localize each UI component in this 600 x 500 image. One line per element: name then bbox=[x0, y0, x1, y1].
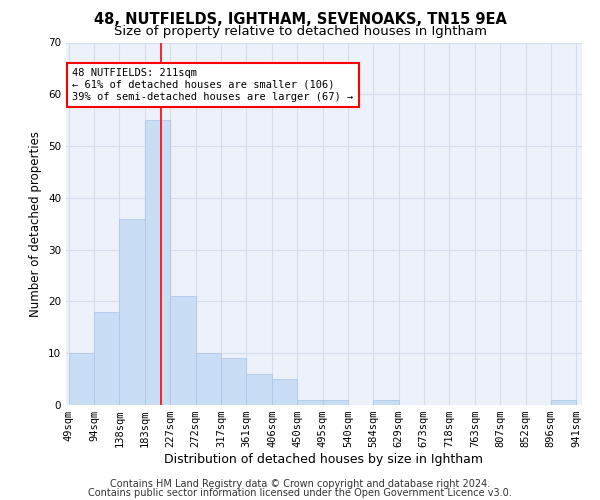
Bar bbox=[196, 353, 221, 405]
Bar bbox=[373, 400, 399, 405]
Bar bbox=[94, 312, 119, 405]
Text: Size of property relative to detached houses in Ightham: Size of property relative to detached ho… bbox=[113, 25, 487, 38]
Y-axis label: Number of detached properties: Number of detached properties bbox=[29, 130, 43, 317]
Bar bbox=[69, 353, 94, 405]
Text: 48 NUTFIELDS: 211sqm
← 61% of detached houses are smaller (106)
39% of semi-deta: 48 NUTFIELDS: 211sqm ← 61% of detached h… bbox=[72, 68, 353, 102]
Bar bbox=[297, 400, 323, 405]
Text: Contains HM Land Registry data © Crown copyright and database right 2024.: Contains HM Land Registry data © Crown c… bbox=[110, 479, 490, 489]
Bar bbox=[247, 374, 272, 405]
Bar bbox=[119, 218, 145, 405]
Text: Contains public sector information licensed under the Open Government Licence v3: Contains public sector information licen… bbox=[88, 488, 512, 498]
Text: 48, NUTFIELDS, IGHTHAM, SEVENOAKS, TN15 9EA: 48, NUTFIELDS, IGHTHAM, SEVENOAKS, TN15 … bbox=[94, 12, 506, 28]
X-axis label: Distribution of detached houses by size in Ightham: Distribution of detached houses by size … bbox=[164, 453, 484, 466]
Bar bbox=[272, 379, 297, 405]
Bar bbox=[323, 400, 348, 405]
Bar bbox=[145, 120, 170, 405]
Bar bbox=[170, 296, 196, 405]
Bar bbox=[551, 400, 577, 405]
Bar bbox=[221, 358, 247, 405]
